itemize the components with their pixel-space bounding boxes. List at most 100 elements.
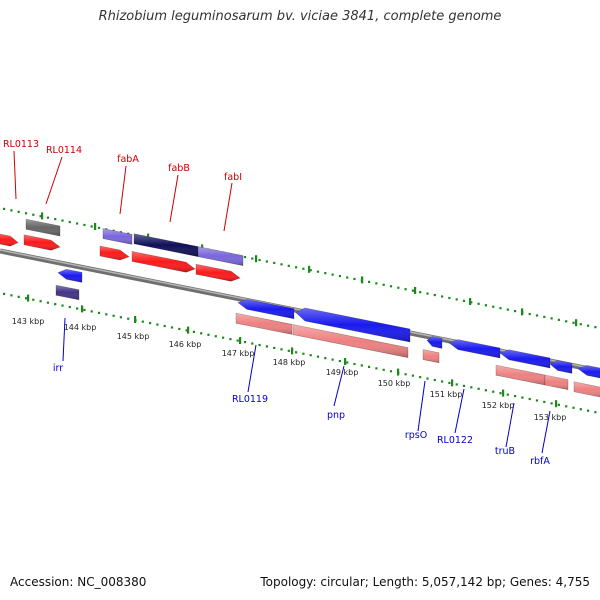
top-track-minor-tick (594, 326, 597, 329)
top-track-minor-tick (324, 272, 327, 275)
top-track-minor-tick (543, 315, 546, 319)
bottom-track-minor-tick (448, 381, 451, 385)
top-track-minor-tick (97, 226, 101, 229)
bottom-track-minor-tick (243, 340, 247, 344)
reverse-gene-RL0119-shading (238, 299, 294, 319)
bottom-gene-label: irr (53, 363, 63, 374)
top-track-minor-tick (243, 255, 247, 259)
bottom-track-minor-tick (419, 376, 422, 379)
top-track-minor-tick (39, 215, 42, 218)
top-leader-line (45, 156, 63, 205)
bottom-leader-line (333, 365, 345, 407)
bottom-gene-label: RL0119 (232, 394, 268, 405)
bottom-track-minor-tick (105, 313, 108, 316)
scale-label: 148 kbp (273, 358, 306, 367)
reverse-gene-irr-box-shading (56, 285, 79, 300)
bottom-track-minor-tick (404, 373, 407, 376)
top-track-minor-tick (90, 225, 93, 228)
top-track-minor-tick (316, 270, 320, 273)
bottom-track-major-tick (344, 358, 347, 365)
bottom-track-minor-tick (587, 409, 590, 412)
forward-gene-fabA-box-shading (103, 228, 132, 245)
scale-label: 144 kbp (64, 323, 97, 332)
top-track-minor-tick (477, 302, 480, 305)
top-track-minor-tick (54, 218, 57, 221)
bottom-track-minor-tick (346, 361, 349, 364)
bottom-track-minor-tick (353, 362, 356, 366)
bottom-gene-label: RL0122 (437, 435, 473, 446)
reverse-gene-rpsO-shading (427, 336, 442, 349)
bottom-track-minor-tick (90, 310, 93, 313)
top-track-minor-tick (572, 321, 575, 324)
top-gene-label: fabB (168, 163, 190, 174)
bottom-track-minor-tick (382, 368, 385, 371)
scale-label: 151 kbp (430, 390, 463, 399)
bottom-track-minor-tick (565, 405, 568, 408)
bottom-track-minor-tick (178, 327, 181, 331)
bottom-track-minor-tick (506, 393, 509, 396)
top-track-minor-tick (368, 280, 371, 283)
bottom-track-minor-tick (10, 294, 13, 297)
top-track-minor-tick (3, 207, 6, 210)
top-track-minor-tick (382, 283, 385, 286)
scale-label: 147 kbp (222, 349, 255, 358)
bottom-track-minor-tick (24, 297, 28, 300)
forward-gene-fabI-box-shading (198, 246, 243, 266)
bottom-track-minor-tick (543, 400, 546, 404)
reverse-gene-irr-shading (58, 269, 82, 283)
top-track-minor-tick (68, 220, 71, 224)
bottom-track-minor-tick (521, 396, 524, 399)
bottom-track-minor-tick (156, 323, 159, 326)
top-track-major-tick (414, 287, 417, 294)
top-track-minor-tick (258, 258, 261, 262)
top-leader-line (169, 174, 179, 223)
bottom-gene-label: rbfA (530, 456, 550, 467)
bottom-track-minor-tick (594, 411, 597, 414)
bottom-track-minor-tick (411, 374, 414, 377)
bottom-leader-line (541, 410, 551, 454)
top-track-minor-tick (587, 324, 590, 327)
top-track-major-tick (41, 212, 44, 220)
bottom-track-minor-tick (163, 324, 166, 328)
top-track-minor-tick (557, 318, 560, 321)
top-track-minor-tick (579, 323, 582, 326)
bottom-track-minor-tick (492, 390, 495, 393)
reverse-gene-edge-box-shading (574, 381, 600, 397)
bottom-track-minor-tick (484, 389, 487, 392)
bottom-track-minor-tick (579, 408, 582, 411)
forward-gene-RL0114-shading (24, 234, 60, 251)
bottom-track-minor-tick (360, 364, 363, 367)
top-track-minor-tick (514, 310, 517, 313)
reverse-gene-edge-shading (578, 365, 600, 378)
top-track-major-tick (575, 319, 578, 327)
bottom-track-minor-tick (97, 311, 101, 314)
top-track-minor-tick (353, 277, 356, 281)
bottom-track-minor-tick (375, 367, 378, 370)
reverse-gene-pnp-box-shading (293, 324, 408, 358)
top-track-minor-tick (426, 292, 429, 295)
forward-gene-fabB-shading (134, 233, 198, 257)
bottom-track-minor-tick (265, 345, 268, 348)
bottom-track-minor-tick (32, 298, 35, 301)
bottom-leader-line (62, 317, 66, 362)
top-leader-line (13, 150, 17, 200)
bottom-track-minor-tick (68, 305, 71, 309)
bottom-track-minor-tick (477, 387, 480, 390)
bottom-leader-line (454, 388, 465, 434)
bottom-track-minor-tick (368, 365, 371, 368)
bottom-track-minor-tick (39, 300, 42, 303)
reverse-gene-rbfA-box-shading (545, 375, 568, 390)
top-track-minor-tick (419, 291, 422, 294)
forward-gene-1-shading (0, 234, 18, 247)
top-track-minor-tick (338, 274, 341, 278)
bottom-track-minor-tick (557, 403, 560, 406)
bottom-gene-label: truB (495, 446, 515, 457)
bottom-track-minor-tick (127, 317, 130, 320)
map-title: Rhizobium leguminosarum bv. viciae 3841,… (98, 9, 502, 24)
bottom-track-minor-tick (207, 333, 210, 336)
bottom-track-minor-tick (76, 307, 79, 310)
top-track-minor-tick (24, 212, 28, 215)
bottom-track-major-tick (239, 337, 242, 344)
top-track-minor-tick (470, 301, 473, 304)
top-track-minor-tick (251, 257, 254, 260)
